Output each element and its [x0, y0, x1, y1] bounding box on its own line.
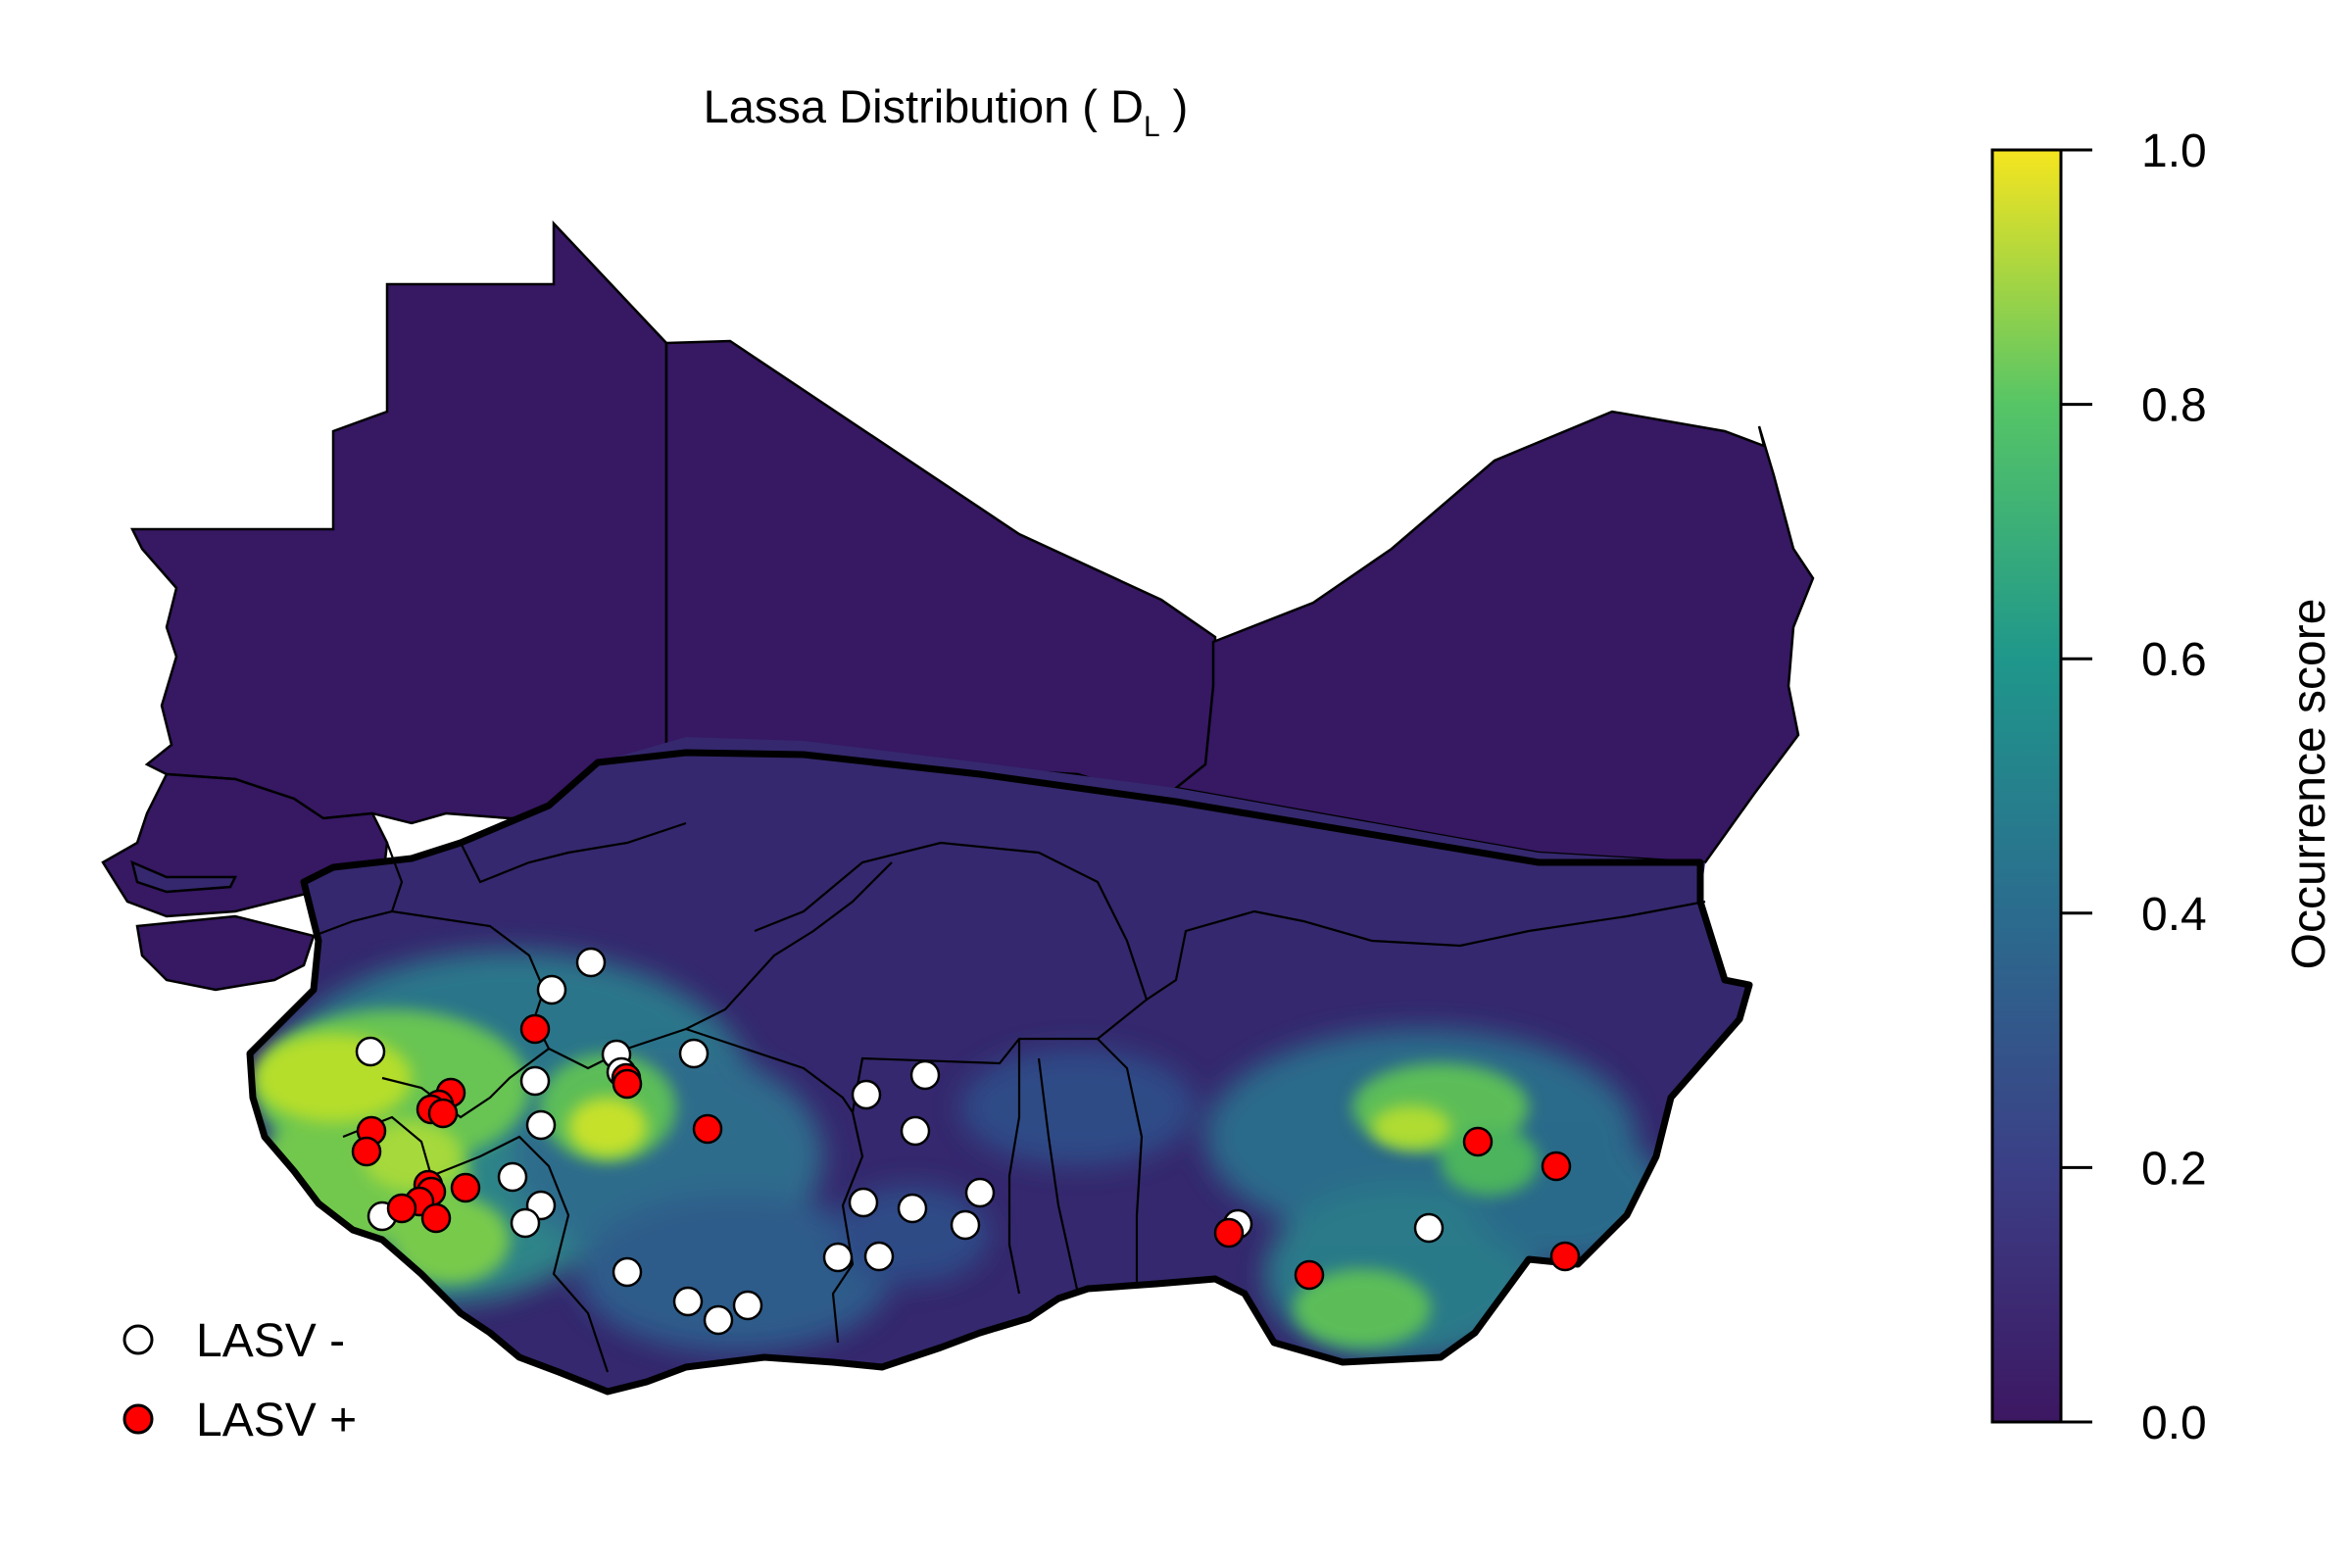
lasv-positive-point	[1294, 1259, 1325, 1291]
lasv-negative-point	[703, 1304, 734, 1336]
zone-outline	[246, 749, 1753, 1396]
legend-negative-label: LASV -	[196, 1315, 345, 1367]
lasv-negative-point	[964, 1177, 996, 1208]
border-benin-nigeria	[1097, 1038, 1144, 1284]
lasv-positive-point	[1462, 1126, 1494, 1157]
lasv-negative-point	[851, 1079, 882, 1110]
lasv-positive-point	[450, 1172, 481, 1203]
lasv-positive-point	[420, 1202, 452, 1234]
lasv-negative-point	[672, 1286, 704, 1317]
lasv-negative-point	[848, 1187, 879, 1218]
lasv-negative-point	[536, 974, 567, 1005]
border-togo-benin	[1037, 1057, 1080, 1295]
lasv-positive-point	[427, 1098, 459, 1129]
guinea-bissau-shape	[135, 914, 316, 992]
chart-title: Lassa Distribution ( DL )	[704, 80, 1189, 143]
legend: LASV - LASV +	[122, 1315, 357, 1446]
lasv-positive-point	[351, 1136, 382, 1167]
mauritania-shape	[129, 220, 668, 825]
lasv-negative-point	[822, 1242, 854, 1273]
colorbar-tick-label: 0.0	[2141, 1397, 2207, 1449]
lasv-negative-point	[863, 1241, 895, 1272]
border-senegal-guinea	[385, 842, 404, 912]
lasv-positive-point	[519, 1013, 551, 1045]
lasv-negative-point	[950, 1209, 981, 1241]
colorbar-label: Occurrence score	[2283, 599, 2335, 970]
lasv-negative-point	[575, 947, 607, 978]
border-civ-ghana	[831, 1111, 864, 1344]
colorbar: 0.0 0.2 0.4 0.6 0.8 1.0 Occurrence score	[1990, 125, 2335, 1449]
colorbar-tick-label: 0.4	[2141, 889, 2207, 941]
lasv-positive-point	[1213, 1217, 1245, 1249]
border-nigeria-niger	[1146, 900, 1706, 1001]
lasv-negative-point	[525, 1109, 557, 1141]
title-subscript: L	[1144, 111, 1160, 143]
northern-region	[101, 220, 1815, 992]
legend-positive-label: LASV +	[196, 1395, 357, 1446]
legend-negative-marker	[122, 1324, 154, 1355]
colorbar-tick-label: 1.0	[2141, 125, 2207, 177]
legend-positive-marker	[122, 1403, 154, 1435]
colorbar-tick-label: 0.6	[2141, 634, 2207, 686]
lasv-negative-point	[612, 1256, 643, 1288]
lasv-negative-point	[897, 1193, 928, 1224]
lasv-negative-point	[1413, 1212, 1445, 1244]
lasv-negative-point	[510, 1207, 541, 1239]
colorbar-tick-label: 0.2	[2141, 1143, 2207, 1195]
lasv-negative-point	[732, 1290, 763, 1321]
title-prefix: Lassa Distribution ( D	[704, 80, 1144, 132]
lasv-negative-point	[497, 1161, 528, 1193]
lasv-negative-point	[900, 1115, 931, 1147]
lasv-positive-point	[1541, 1151, 1572, 1182]
lasv-positive-point	[612, 1068, 643, 1100]
border-mali-guinea	[460, 821, 687, 884]
border-burkina	[754, 841, 1149, 1113]
colorbar-gradient	[1990, 148, 2063, 1424]
gambia-shape	[130, 859, 238, 894]
lasv-negative-point	[909, 1059, 941, 1091]
niger-shape	[1173, 410, 1815, 864]
lasv-positive-point	[1549, 1241, 1581, 1272]
border-ghana-togo	[1007, 1039, 1021, 1295]
sample-points	[351, 947, 1581, 1336]
lasv-positive-point	[692, 1113, 723, 1145]
lasv-positive-point	[386, 1193, 417, 1224]
title-suffix: )	[1160, 80, 1189, 132]
border-liberia	[430, 1135, 610, 1373]
border-civ-north	[685, 1027, 854, 1113]
lasv-negative-point	[519, 1065, 551, 1097]
lasv-negative-point	[678, 1038, 710, 1069]
colorbar-tick-label: 0.8	[2141, 380, 2207, 432]
lasv-negative-point	[355, 1036, 386, 1067]
